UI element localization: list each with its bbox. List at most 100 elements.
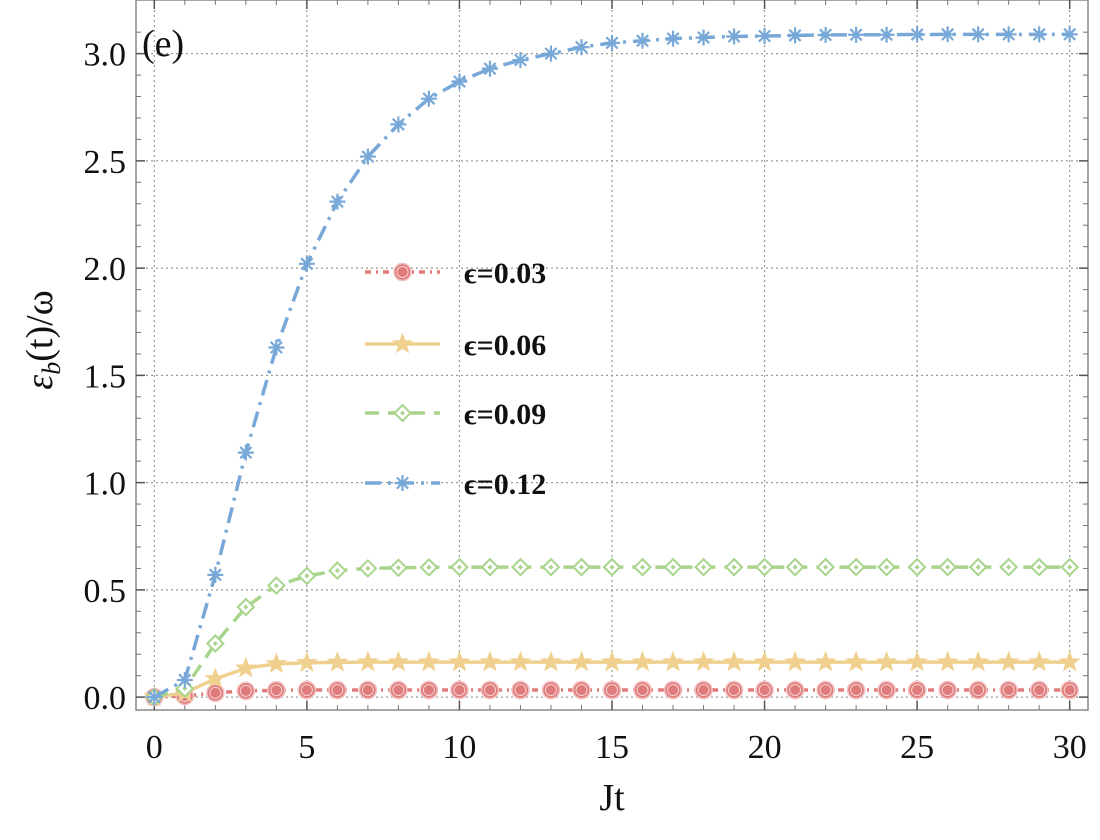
x-tick-label: 30 (1053, 729, 1087, 766)
data-point-shape (997, 650, 1020, 672)
data-point (877, 680, 896, 700)
data-point-inner (483, 684, 496, 697)
data-point (390, 116, 407, 133)
data-point-shape (723, 650, 745, 672)
legend-marker (393, 262, 412, 282)
data-point (388, 558, 408, 578)
data-point (1028, 650, 1051, 672)
data-point (999, 557, 1019, 577)
data-point-center (334, 198, 341, 205)
data-point (480, 557, 500, 577)
data-point-center (517, 57, 524, 64)
data-point-inner (606, 684, 618, 697)
data-point (694, 557, 713, 577)
data-point (631, 650, 654, 672)
data-point (938, 557, 958, 577)
data-point (450, 557, 469, 577)
data-point-shape (387, 650, 410, 672)
data-point (1029, 557, 1049, 577)
data-point-center (273, 344, 280, 351)
data-point-shape (418, 650, 440, 672)
data-point-inner (331, 684, 344, 697)
data-point-shape (784, 650, 806, 672)
data-point-shape (509, 650, 532, 672)
data-point (633, 557, 652, 577)
series-4 (146, 26, 1078, 706)
data-point (633, 680, 652, 700)
data-point (845, 650, 867, 672)
data-point (297, 680, 317, 700)
x-tick-label: 20 (748, 729, 782, 766)
data-point (663, 557, 683, 577)
y-tick-label: 3.0 (84, 37, 127, 74)
data-point-outer (450, 680, 469, 700)
data-point-center (364, 153, 371, 160)
legend-marker (393, 403, 412, 423)
data-point (662, 650, 684, 672)
data-point (511, 680, 530, 700)
data-point (602, 557, 622, 577)
y-axis-title: εb(t)/ω (19, 290, 66, 389)
data-point (907, 680, 927, 700)
data-point (909, 26, 926, 43)
data-point (267, 680, 286, 700)
data-point (723, 650, 745, 672)
data-point-shape (1058, 650, 1081, 672)
data-point (357, 650, 379, 672)
data-point (938, 680, 957, 700)
data-point (512, 52, 529, 69)
data-point (785, 557, 805, 577)
data-point (265, 652, 288, 674)
legend-label: ϵ=0.12 (464, 468, 546, 501)
data-point-inner (361, 684, 374, 697)
data-point-dot (304, 573, 310, 579)
data-point (328, 680, 347, 700)
data-point (875, 650, 898, 672)
legend-marker-center (399, 480, 406, 486)
data-point-center (578, 44, 585, 51)
data-point-outer (724, 680, 744, 700)
data-point-dot (823, 564, 829, 570)
data-point-center (792, 32, 799, 39)
data-point-dot (762, 564, 768, 570)
x-tick-label: 10 (442, 729, 476, 766)
data-point-center (914, 31, 921, 38)
data-point (541, 680, 561, 700)
data-point (540, 650, 562, 672)
data-point-center (547, 50, 554, 57)
data-point (480, 680, 500, 700)
data-point (755, 557, 774, 577)
data-point-dot (884, 564, 890, 570)
data-point-shape (570, 650, 593, 672)
legend-label: ϵ=0.03 (464, 257, 546, 290)
data-point (389, 680, 408, 700)
data-point (234, 656, 257, 678)
legend-marker-inner (396, 266, 409, 278)
x-tick-label: 5 (298, 729, 315, 766)
data-point-outer (236, 681, 256, 701)
x-tick-label: 15 (595, 729, 629, 766)
data-point-center (456, 78, 463, 85)
data-point-outer (328, 680, 347, 700)
data-point-shape (479, 650, 501, 672)
data-point (450, 680, 469, 700)
data-point-outer (267, 680, 286, 700)
data-point-inner (728, 684, 741, 697)
data-point (236, 681, 256, 701)
data-point-inner (667, 684, 680, 697)
data-point-outer (572, 680, 591, 700)
data-point-inner (1002, 684, 1015, 697)
data-point-center (425, 95, 432, 102)
data-point-outer (755, 680, 774, 700)
legend-marker (394, 475, 411, 491)
legend: ϵ=0.03 ϵ=0.06 ϵ=0.09 ϵ=0.12 (365, 257, 546, 501)
data-point (572, 557, 591, 577)
data-point-shape (875, 650, 898, 672)
data-point-inner (392, 684, 405, 697)
data-point-inner (239, 684, 252, 697)
data-point (816, 680, 835, 700)
series-layer (143, 26, 1081, 707)
data-point-center (242, 449, 249, 456)
data-point (542, 45, 559, 62)
